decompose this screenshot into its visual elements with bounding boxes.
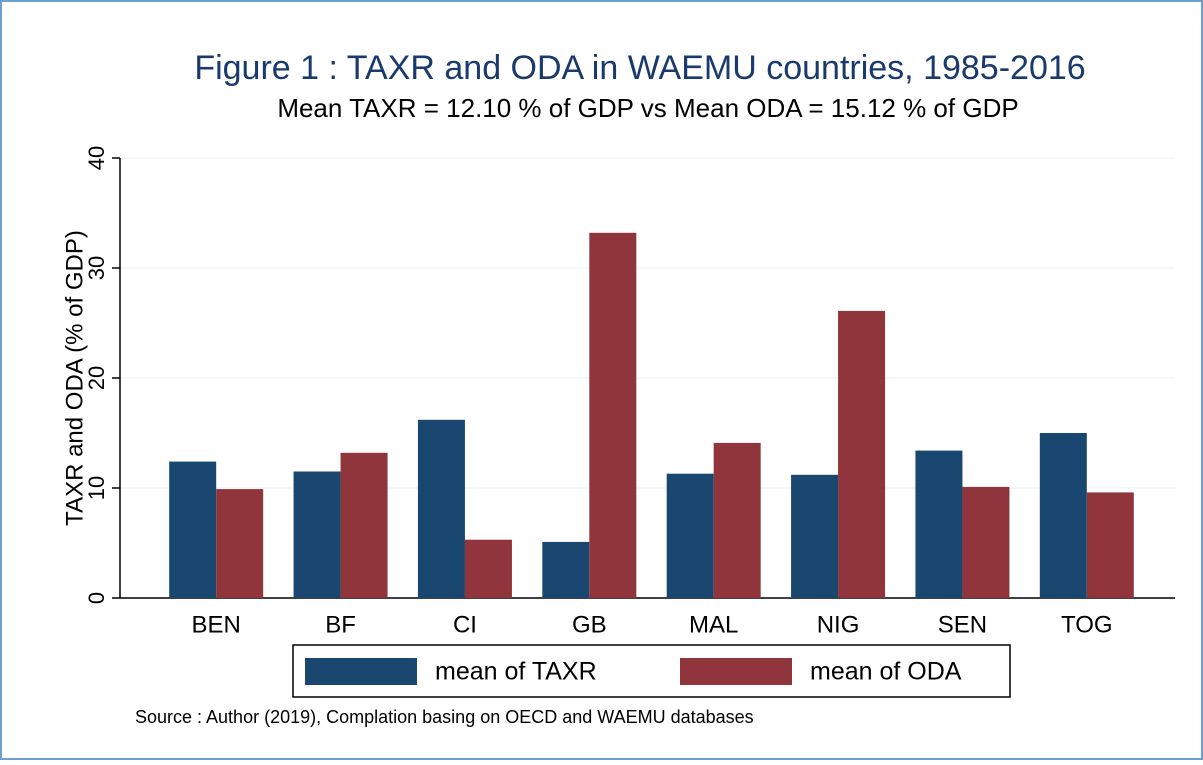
x-tick-label: BF [325, 611, 356, 638]
x-tick-label: CI [453, 611, 477, 638]
legend-swatch [680, 658, 792, 685]
y-tick-label: 30 [84, 256, 109, 280]
y-axis-label: TAXR and ODA (% of GDP) [61, 230, 88, 526]
x-tick-label: TOG [1061, 611, 1113, 638]
bar [464, 539, 512, 598]
x-tick-label: GB [572, 611, 607, 638]
x-tick-label: BEN [192, 611, 241, 638]
bar [1086, 492, 1134, 598]
bar [1039, 433, 1087, 598]
y-tick-label: 10 [84, 476, 109, 500]
bar [962, 486, 1010, 598]
legend-swatch [305, 658, 417, 685]
bar [417, 419, 465, 598]
legend-label: mean of TAXR [435, 658, 597, 686]
bar [791, 474, 839, 598]
y-tick-label: 20 [84, 366, 109, 390]
bar [838, 310, 886, 598]
y-tick-label: 0 [84, 592, 109, 604]
chart-subtitle: Mean TAXR = 12.10 % of GDP vs Mean ODA =… [277, 93, 1018, 123]
bar [915, 450, 963, 598]
x-tick-label: SEN [938, 611, 987, 638]
bar [542, 541, 590, 598]
legend-label: mean of ODA [810, 658, 962, 686]
bar [589, 232, 637, 599]
x-tick-label: MAL [689, 611, 738, 638]
bar [340, 452, 388, 598]
y-tick-label: 40 [84, 146, 109, 170]
x-tick-label: NIG [817, 611, 860, 638]
bar [216, 489, 264, 598]
bar [713, 442, 761, 598]
bar [169, 461, 217, 598]
source-note: Source : Author (2019), Complation basin… [135, 707, 754, 727]
chart-title: Figure 1 : TAXR and ODA in WAEMU countri… [194, 49, 1085, 87]
bar [293, 471, 341, 598]
bar [666, 473, 714, 598]
